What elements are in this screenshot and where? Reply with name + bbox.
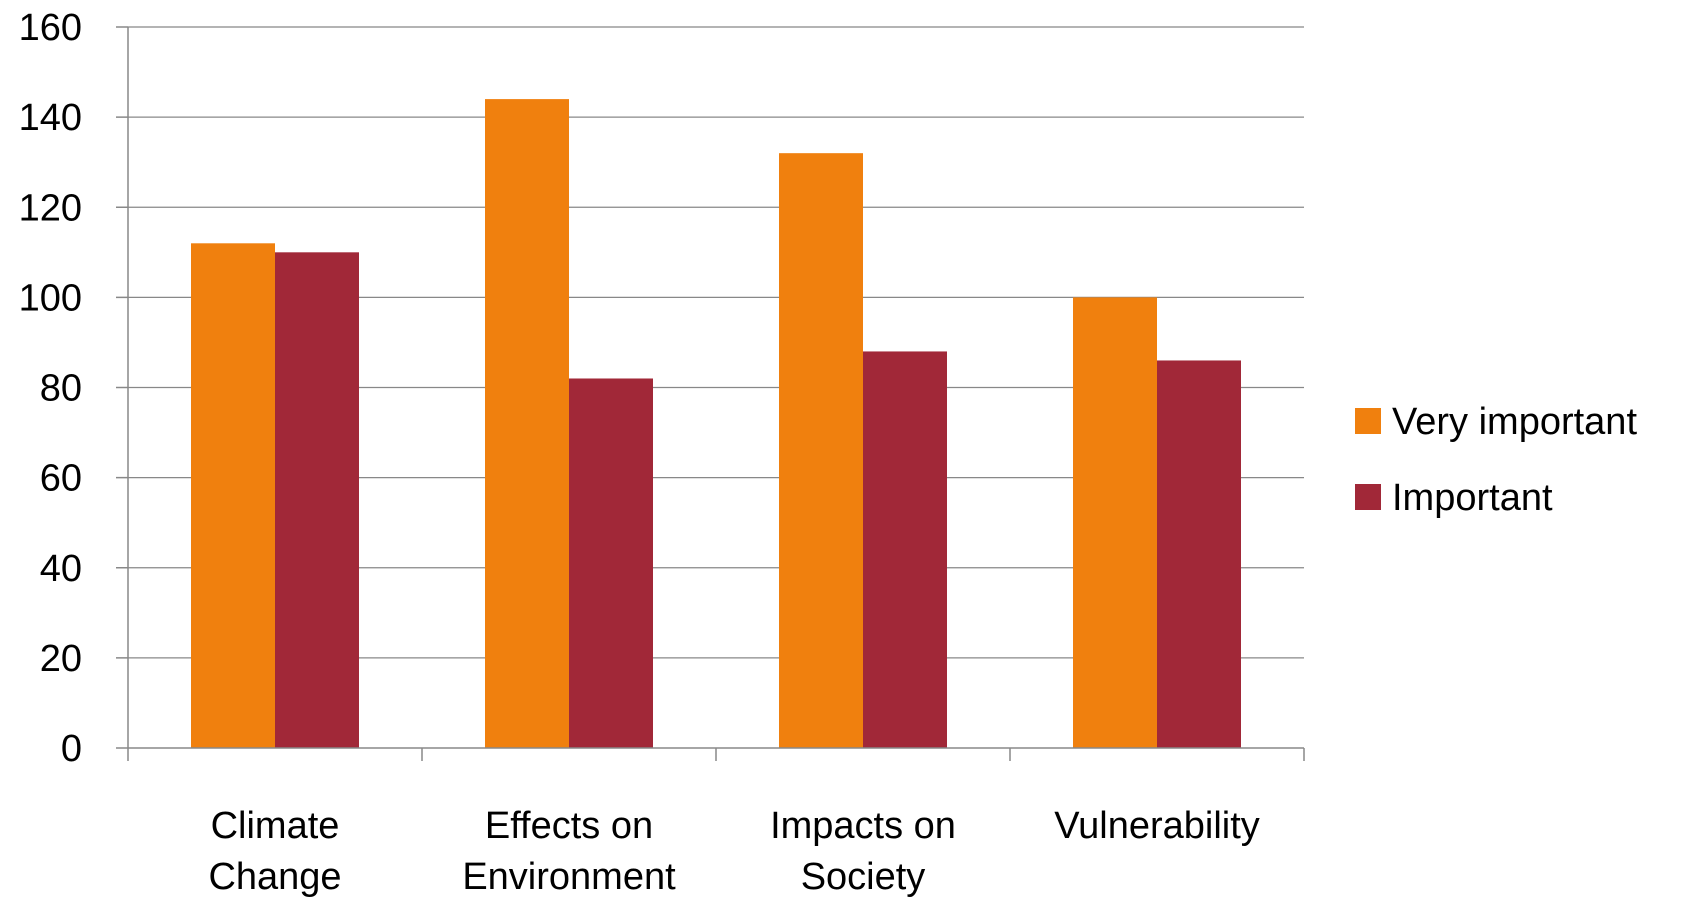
bar-important-3 xyxy=(863,351,947,748)
bars xyxy=(191,99,1241,749)
y-axis-tick-labels: 0 20 40 60 80 100 120 140 160 xyxy=(19,7,82,770)
bar-very-important-1 xyxy=(191,243,275,749)
x-tick-label: Effects on Environment xyxy=(462,805,676,898)
x-tick-label: Climate Change xyxy=(208,805,341,898)
bar-important-1 xyxy=(275,252,359,748)
bar-important-2 xyxy=(569,378,653,748)
legend: Very important Important xyxy=(1355,401,1637,519)
x-axis-tick-labels: Climate Change Effects on Environment Impact… xyxy=(208,805,1259,898)
y-tick-label: 40 xyxy=(40,548,82,590)
bar-important-4 xyxy=(1157,360,1241,748)
y-tick-label: 0 xyxy=(61,728,82,770)
y-tick-label: 140 xyxy=(19,97,82,139)
bar-very-important-4 xyxy=(1073,297,1157,748)
legend-swatch xyxy=(1355,408,1381,434)
legend-swatch xyxy=(1355,484,1381,510)
x-tick-label: Impacts on Society xyxy=(770,805,956,898)
y-tick-label: 60 xyxy=(40,458,82,500)
x-tick-label: Vulnerability xyxy=(1054,805,1260,847)
axes xyxy=(116,26,1305,761)
y-tick-label: 20 xyxy=(40,638,82,680)
y-tick-label: 120 xyxy=(19,187,82,229)
y-tick-label: 100 xyxy=(19,277,82,319)
bar-very-important-3 xyxy=(779,153,863,749)
bar-very-important-2 xyxy=(485,99,569,749)
legend-label: Very important xyxy=(1392,401,1637,443)
y-tick-label: 160 xyxy=(19,7,82,49)
legend-label: Important xyxy=(1392,477,1553,519)
y-tick-label: 80 xyxy=(40,368,82,410)
